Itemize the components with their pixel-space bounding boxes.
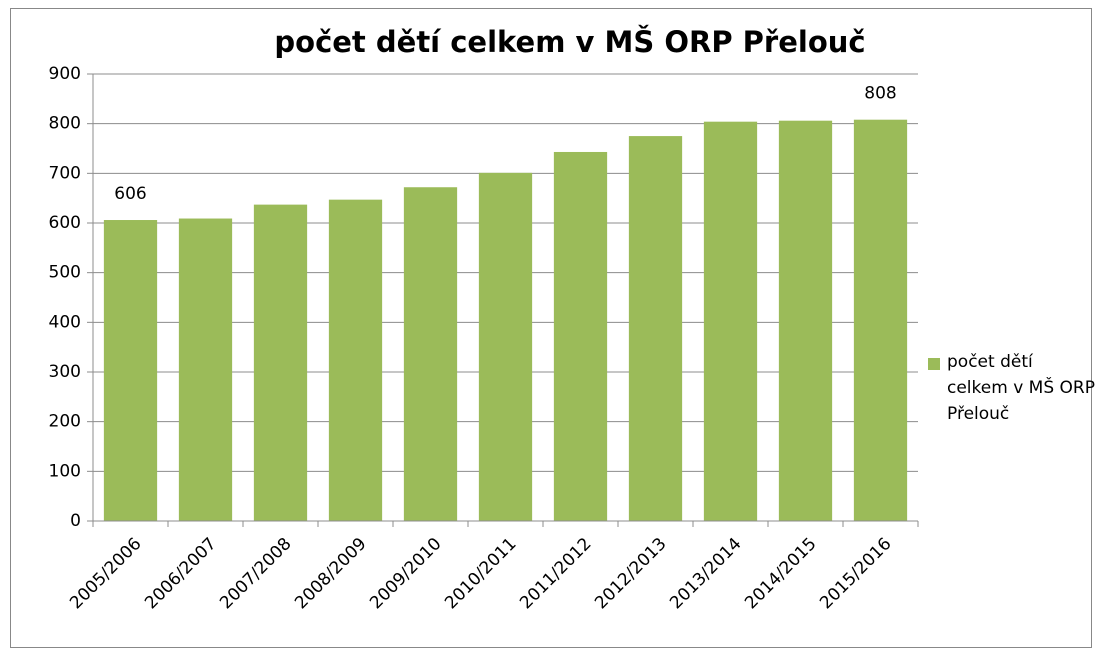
chart-title: počet dětí celkem v MŠ ORP Přelouč [274, 25, 865, 59]
chart-border [10, 8, 1092, 648]
y-tick-label: 800 [49, 114, 81, 134]
bar [178, 218, 233, 521]
data-label: 808 [864, 84, 896, 104]
bar [703, 121, 758, 522]
bar [403, 187, 458, 522]
y-tick-label: 100 [49, 461, 81, 481]
bar [478, 172, 533, 521]
bar [853, 119, 908, 522]
bar [778, 120, 833, 521]
y-tick-label: 0 [70, 511, 81, 531]
bar [328, 199, 383, 521]
y-tick-label: 400 [49, 312, 81, 332]
legend-swatch [928, 358, 940, 370]
y-tick-label: 500 [49, 263, 81, 283]
y-tick-label: 300 [49, 362, 81, 382]
bar [253, 204, 308, 521]
bar [103, 220, 158, 521]
data-label: 606 [114, 184, 146, 204]
y-tick-label: 700 [49, 163, 81, 183]
y-tick-label: 200 [49, 412, 81, 432]
y-tick-label: 900 [49, 64, 81, 84]
y-tick-label: 600 [49, 213, 81, 233]
bar [553, 151, 608, 521]
bar [628, 136, 683, 522]
legend-label: počet dětí celkem v MŠ ORP Přelouč [947, 352, 1095, 424]
